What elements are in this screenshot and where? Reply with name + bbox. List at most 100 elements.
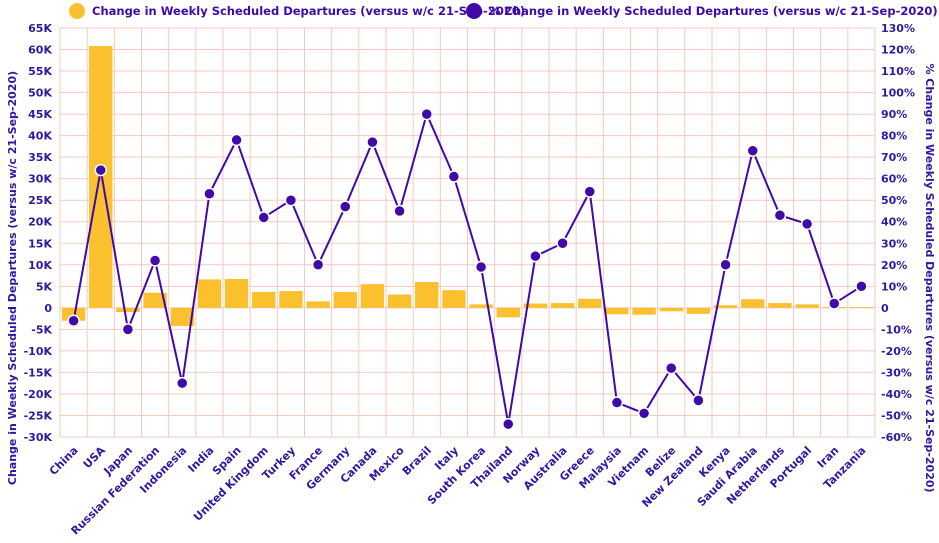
line-point bbox=[176, 376, 189, 390]
line-point bbox=[855, 280, 868, 293]
bar bbox=[713, 305, 738, 308]
bar bbox=[686, 307, 711, 314]
line-point bbox=[474, 260, 488, 274]
y-left-tick-label: -25K bbox=[24, 409, 53, 422]
bar bbox=[523, 303, 548, 308]
line-point bbox=[502, 417, 515, 431]
bar bbox=[741, 299, 765, 308]
line-series bbox=[67, 107, 868, 431]
y-left-tick-label: 40K bbox=[28, 130, 52, 143]
y-right-tick-label: 120% bbox=[881, 44, 915, 57]
y-right-tick-label: -60% bbox=[881, 431, 912, 444]
line-point bbox=[583, 185, 596, 198]
line-point bbox=[148, 254, 162, 267]
y-left-tick-label: 10K bbox=[28, 259, 52, 272]
line-point bbox=[230, 133, 243, 147]
bar bbox=[768, 303, 792, 308]
bar-series bbox=[61, 46, 874, 326]
bar bbox=[143, 292, 167, 308]
y-right-tick-label: 40% bbox=[881, 216, 907, 229]
y-right-tick-label: 70% bbox=[881, 151, 907, 164]
y-left-tick-label: 50K bbox=[28, 87, 52, 100]
line-point bbox=[637, 407, 651, 420]
line-point bbox=[447, 170, 461, 183]
y-right-axis: 130% 120% 110% 100% 90% 80% 70% 60% 50% 40% 30% 20%… bbox=[881, 22, 915, 444]
line-point bbox=[393, 204, 406, 218]
bar bbox=[387, 294, 412, 308]
y-left-tick-label: -5K bbox=[31, 323, 52, 336]
line-point bbox=[773, 209, 787, 222]
bar bbox=[170, 307, 194, 326]
y-left-tick-label: 45K bbox=[28, 108, 52, 121]
line-path bbox=[72, 113, 862, 426]
line-point bbox=[284, 193, 298, 207]
bar bbox=[550, 303, 575, 308]
y-left-tick-label: 55K bbox=[28, 65, 52, 78]
bar bbox=[442, 290, 466, 308]
y-right-tick-label: 90% bbox=[881, 108, 907, 121]
line-point bbox=[366, 135, 379, 149]
legend-item-bars[interactable]: Change in Weekly Scheduled Departures (v… bbox=[69, 3, 525, 19]
line-point bbox=[719, 258, 732, 272]
y-right-tick-label: -20% bbox=[881, 345, 912, 358]
bar bbox=[605, 307, 629, 315]
y-left-tick-label: 30K bbox=[28, 173, 52, 186]
line-point bbox=[339, 200, 352, 213]
y-left-tick-label: 65K bbox=[28, 22, 52, 35]
bar bbox=[89, 46, 113, 308]
bar bbox=[224, 278, 249, 308]
line-point bbox=[67, 314, 80, 328]
line-point bbox=[420, 107, 433, 121]
bar bbox=[252, 291, 276, 308]
legend-item-line[interactable]: % Change in Weekly Scheduled Departures … bbox=[466, 3, 938, 19]
y-right-tick-label: 110% bbox=[881, 65, 915, 78]
y-right-tick-label: 130% bbox=[881, 22, 915, 35]
grid bbox=[59, 27, 876, 438]
bar bbox=[116, 307, 140, 313]
bar bbox=[849, 306, 874, 308]
line-point bbox=[257, 211, 270, 224]
y-left-tick-label: -20K bbox=[24, 388, 53, 401]
line-point bbox=[828, 297, 841, 310]
bar bbox=[795, 304, 819, 308]
y-right-tick-label: -40% bbox=[881, 388, 912, 401]
line-point bbox=[610, 396, 624, 409]
bar bbox=[279, 291, 303, 308]
y-left-tick-label: 0 bbox=[44, 302, 52, 315]
y-right-tick-label: 50% bbox=[881, 194, 907, 207]
bar bbox=[659, 307, 683, 312]
y-right-tick-label: -50% bbox=[881, 409, 912, 422]
line-point bbox=[800, 217, 814, 231]
legend-label-bars: Change in Weekly Scheduled Departures (v… bbox=[92, 4, 525, 18]
line-point bbox=[665, 361, 678, 375]
line-point bbox=[692, 394, 705, 407]
legend: Change in Weekly Scheduled Departures (v… bbox=[69, 3, 938, 19]
y-left-axis: 65K 60K 55K 50K 45K 40K 35K 30K 25K 20K 15K 10K 5K 0 -… bbox=[24, 22, 53, 444]
bar bbox=[333, 291, 357, 308]
y-left-tick-label: 35K bbox=[28, 151, 52, 164]
y-left-tick-label: -30K bbox=[24, 431, 53, 444]
y-right-tick-label: 10% bbox=[881, 280, 907, 293]
y-left-tick-label: 5K bbox=[36, 280, 53, 293]
bar bbox=[61, 307, 86, 321]
y-left-tick-label: 15K bbox=[28, 237, 52, 250]
y-right-axis-title: % Change in Weekly Scheduled Departures … bbox=[923, 63, 936, 492]
y-left-axis-title: Change in Weekly Scheduled Departures (v… bbox=[6, 71, 19, 485]
y-left-tick-label: -10K bbox=[24, 345, 53, 358]
legend-marker-line bbox=[466, 3, 482, 19]
y-right-tick-label: -10% bbox=[881, 323, 912, 336]
line-point bbox=[529, 249, 542, 263]
bar bbox=[469, 304, 493, 308]
y-left-tick-label: 60K bbox=[28, 44, 52, 57]
line-point bbox=[556, 237, 569, 250]
y-right-tick-label: 100% bbox=[881, 87, 915, 100]
legend-label-line: % Change in Weekly Scheduled Departures … bbox=[489, 4, 938, 18]
bar bbox=[578, 298, 602, 308]
bar bbox=[415, 282, 439, 308]
legend-marker-bars bbox=[69, 3, 85, 19]
x-tick-label: Brazil bbox=[400, 444, 434, 478]
bar bbox=[632, 307, 656, 315]
